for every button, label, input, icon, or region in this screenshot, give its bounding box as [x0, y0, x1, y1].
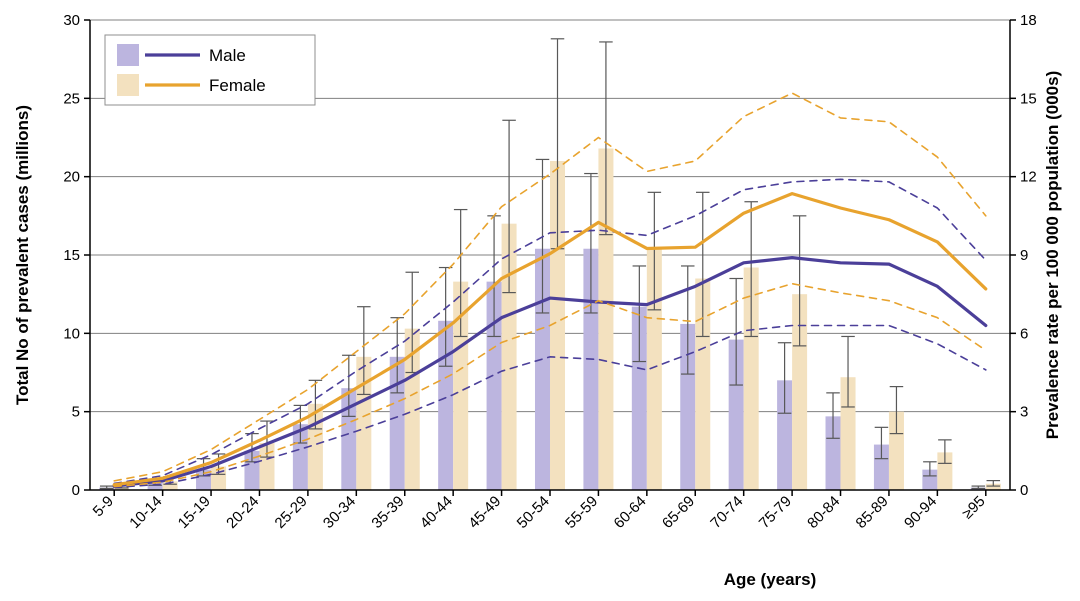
ytick-left-label: 0 [72, 482, 80, 499]
ytick-right-label: 12 [1020, 169, 1037, 186]
ytick-right-label: 6 [1020, 325, 1028, 342]
ytick-right-label: 9 [1020, 247, 1028, 264]
y-axis-left-label: Total No of prevalent cases (millions) [13, 105, 32, 405]
ytick-left-label: 20 [63, 169, 80, 186]
ytick-right-label: 15 [1020, 90, 1037, 107]
ytick-right-label: 18 [1020, 12, 1037, 29]
ytick-left-label: 10 [63, 325, 80, 342]
chart-container: 05101520253003691215185-910-1415-1920-24… [0, 0, 1080, 601]
chart-svg: 05101520253003691215185-910-1415-1920-24… [0, 0, 1080, 601]
ytick-right-label: 0 [1020, 482, 1028, 499]
ytick-right-label: 3 [1020, 404, 1028, 421]
legend-swatch [117, 74, 139, 96]
legend-label: Female [209, 76, 266, 95]
ytick-left-label: 25 [63, 90, 80, 107]
ytick-left-label: 30 [63, 12, 80, 29]
ytick-left-label: 5 [72, 404, 80, 421]
legend-label: Male [209, 46, 246, 65]
x-axis-label: Age (years) [724, 570, 817, 589]
ytick-left-label: 15 [63, 247, 80, 264]
legend-swatch [117, 44, 139, 66]
y-axis-right-label: Prevalence rate per 100 000 population (… [1043, 71, 1062, 440]
